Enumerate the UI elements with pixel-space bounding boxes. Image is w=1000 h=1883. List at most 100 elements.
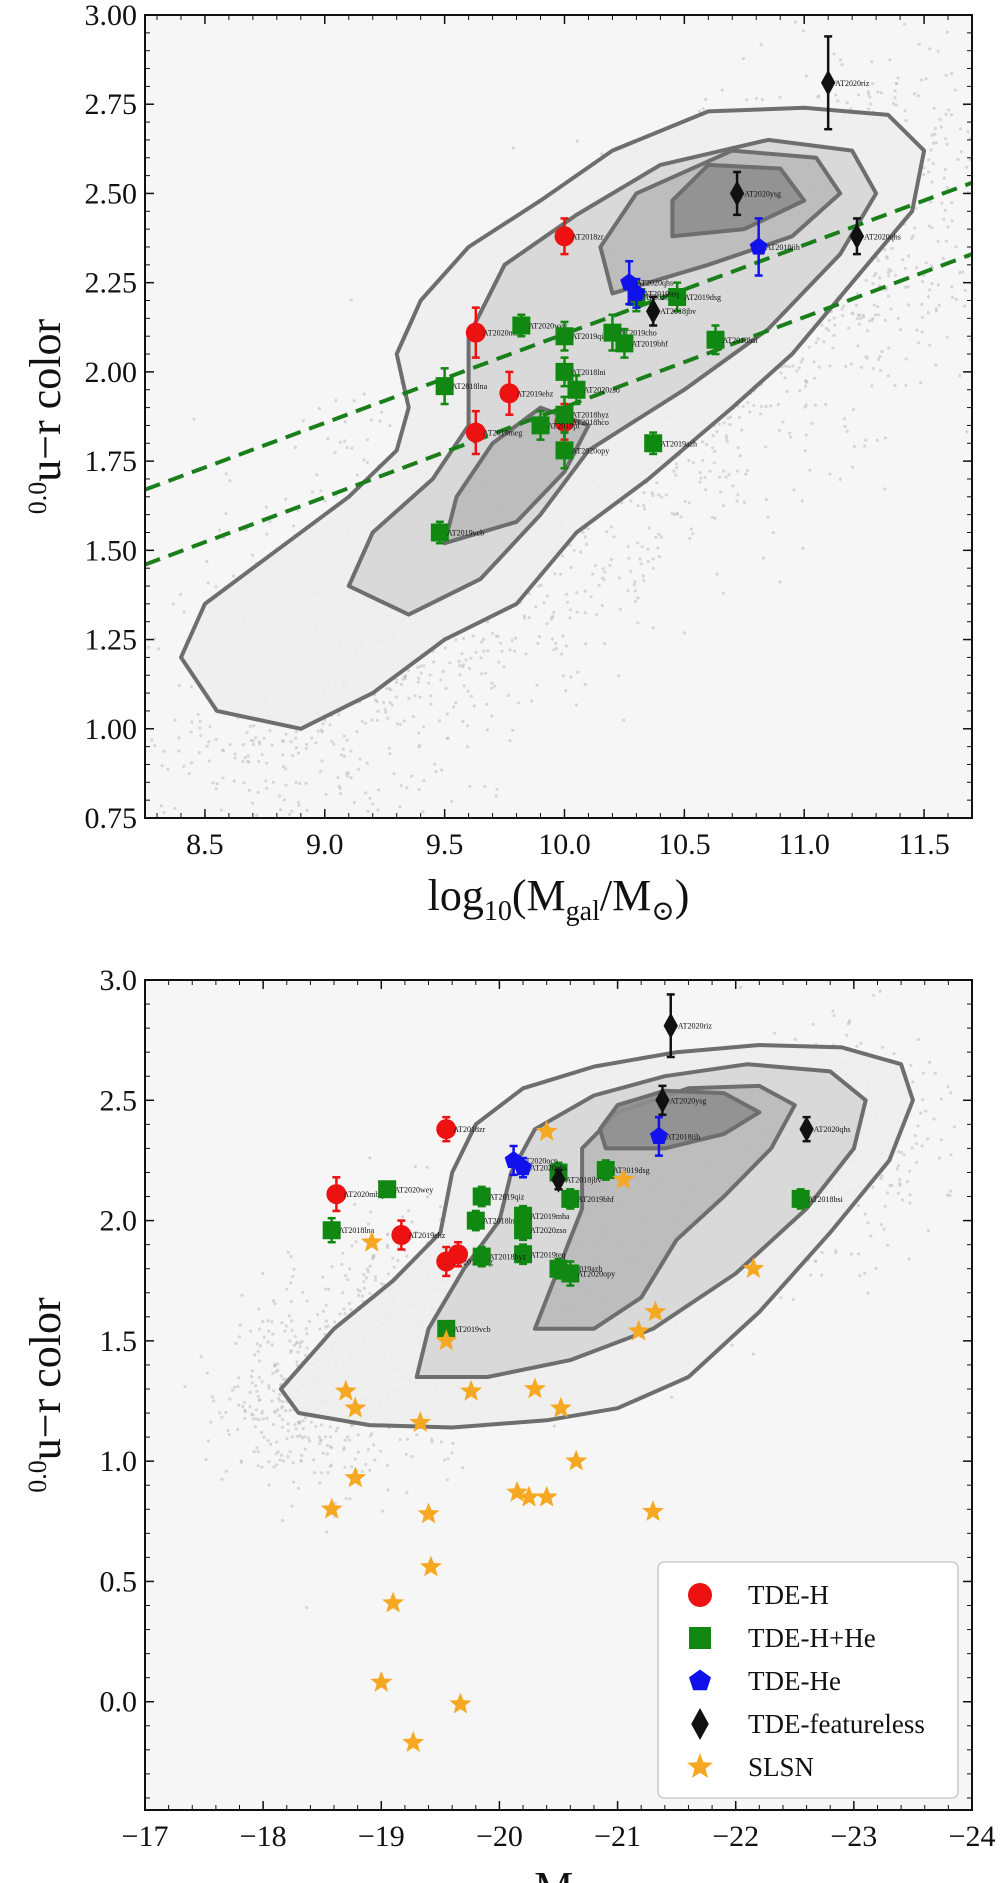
background-galaxy-point <box>876 313 881 317</box>
background-galaxy-point <box>198 719 202 724</box>
background-galaxy-point <box>317 1435 321 1439</box>
background-galaxy-point <box>565 600 570 604</box>
background-galaxy-point <box>920 330 924 334</box>
background-galaxy-point <box>189 761 194 765</box>
background-galaxy-point <box>508 739 512 743</box>
x-tick-label: 9.0 <box>306 828 344 861</box>
background-galaxy-point <box>146 645 150 649</box>
background-galaxy-point <box>352 801 356 805</box>
background-galaxy-point <box>771 531 775 535</box>
background-galaxy-point <box>462 684 466 688</box>
background-galaxy-point <box>232 574 236 578</box>
data-point-diamond <box>645 298 661 325</box>
background-galaxy-point <box>988 151 991 154</box>
background-galaxy-point <box>928 288 932 292</box>
background-galaxy-point <box>362 1273 366 1277</box>
background-galaxy-point <box>266 857 269 860</box>
background-galaxy-point <box>895 82 899 86</box>
background-galaxy-point <box>338 1312 342 1316</box>
background-galaxy-point <box>370 718 374 722</box>
background-galaxy-point <box>344 1497 348 1501</box>
point-annotation: AT2019ehz <box>516 389 553 398</box>
background-galaxy-point <box>583 611 587 615</box>
background-galaxy-point <box>927 158 931 162</box>
background-galaxy-point <box>281 753 285 757</box>
background-galaxy-point <box>950 295 955 299</box>
background-galaxy-point <box>856 93 861 97</box>
background-galaxy-point <box>586 527 590 531</box>
background-galaxy-point <box>452 705 456 709</box>
background-galaxy-point <box>950 201 954 205</box>
background-galaxy-point <box>959 150 964 154</box>
background-galaxy-point <box>984 249 987 252</box>
background-galaxy-point <box>273 1410 277 1414</box>
background-galaxy-point <box>584 542 589 547</box>
background-galaxy-point <box>350 446 354 450</box>
background-galaxy-point <box>779 371 783 375</box>
background-galaxy-point <box>764 497 769 502</box>
background-galaxy-point <box>316 729 320 733</box>
background-galaxy-point <box>795 369 799 373</box>
background-galaxy-point <box>561 634 565 638</box>
background-galaxy-point <box>865 329 870 333</box>
background-galaxy-point <box>872 303 876 307</box>
background-galaxy-point <box>471 634 475 638</box>
background-galaxy-point <box>293 1334 297 1338</box>
data-point-circle <box>465 322 486 343</box>
background-galaxy-point <box>545 622 549 626</box>
background-galaxy-point <box>336 1426 340 1430</box>
background-galaxy-point <box>876 357 881 362</box>
background-galaxy-point <box>298 1434 302 1438</box>
background-galaxy-point <box>832 323 837 327</box>
background-galaxy-point <box>425 1195 430 1199</box>
background-galaxy-point <box>717 475 722 479</box>
background-galaxy-point <box>314 1425 318 1429</box>
background-galaxy-point <box>444 686 448 691</box>
background-galaxy-point <box>950 219 954 223</box>
background-galaxy-point <box>366 1448 370 1452</box>
background-galaxy-point <box>280 1425 284 1429</box>
background-galaxy-point <box>879 1223 883 1227</box>
background-galaxy-point <box>995 377 998 380</box>
background-galaxy-point <box>927 170 931 174</box>
background-galaxy-point <box>371 802 375 806</box>
background-galaxy-point <box>827 319 832 323</box>
data-point-diamond <box>820 69 836 96</box>
background-galaxy-point <box>817 365 821 369</box>
background-galaxy-point <box>398 1438 402 1442</box>
background-galaxy-point <box>292 524 296 528</box>
background-galaxy-point <box>303 1435 307 1439</box>
background-galaxy-point <box>701 107 705 111</box>
background-galaxy-point <box>342 1307 346 1311</box>
background-galaxy-point <box>258 857 261 860</box>
background-galaxy-point <box>362 1286 366 1290</box>
background-galaxy-point <box>428 673 432 677</box>
background-galaxy-point <box>468 784 472 788</box>
background-galaxy-point <box>642 578 646 582</box>
background-galaxy-point <box>233 826 236 829</box>
background-galaxy-point <box>674 462 679 466</box>
background-galaxy-point <box>293 445 297 449</box>
background-galaxy-point <box>356 1450 360 1454</box>
background-galaxy-point <box>250 1381 254 1385</box>
data-point-circle <box>554 226 575 247</box>
background-galaxy-point <box>267 1329 271 1333</box>
background-galaxy-point <box>721 504 726 508</box>
background-galaxy-point <box>248 1405 252 1409</box>
background-galaxy-point <box>552 610 556 615</box>
background-galaxy-point <box>670 511 675 515</box>
background-galaxy-point <box>506 693 510 698</box>
background-galaxy-point <box>303 1447 307 1451</box>
data-point-square <box>644 434 663 453</box>
background-galaxy-point <box>261 1271 265 1276</box>
data-point-square <box>555 441 574 460</box>
background-galaxy-point <box>916 341 921 345</box>
background-galaxy-point <box>901 258 905 262</box>
data-point-square <box>567 380 586 399</box>
background-galaxy-point <box>929 148 933 152</box>
background-galaxy-point <box>485 702 489 706</box>
background-galaxy-point <box>966 130 970 134</box>
background-galaxy-point <box>841 313 845 318</box>
background-galaxy-point <box>319 1423 323 1427</box>
background-galaxy-point <box>675 512 679 516</box>
